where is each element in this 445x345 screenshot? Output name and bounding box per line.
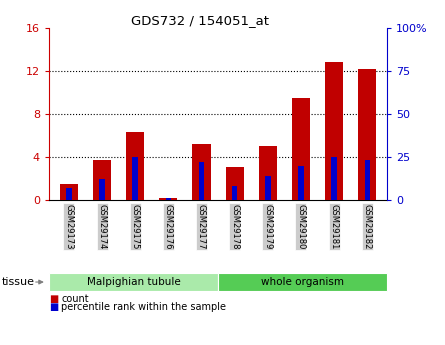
Bar — [60, 184, 78, 200]
Bar — [192, 144, 210, 200]
Bar — [265, 176, 271, 200]
Text: GSM29180: GSM29180 — [296, 204, 305, 249]
Text: GSM29174: GSM29174 — [97, 204, 106, 249]
Bar — [199, 162, 204, 200]
Bar — [126, 132, 144, 200]
Text: GSM29181: GSM29181 — [330, 204, 339, 249]
Bar — [358, 69, 376, 200]
Bar — [298, 166, 303, 200]
Bar — [226, 167, 244, 200]
Bar — [259, 146, 277, 200]
Bar — [292, 98, 310, 200]
Bar — [332, 157, 337, 200]
Text: GSM29173: GSM29173 — [65, 204, 73, 249]
Text: ■: ■ — [49, 295, 58, 304]
Bar — [159, 198, 178, 200]
Text: GSM29177: GSM29177 — [197, 204, 206, 249]
Bar — [49, 274, 218, 290]
Text: Malpighian tubule: Malpighian tubule — [87, 277, 180, 287]
Bar — [218, 274, 387, 290]
Text: count: count — [61, 295, 89, 304]
Text: GSM29179: GSM29179 — [263, 204, 272, 249]
Bar — [232, 186, 237, 200]
Text: GDS732 / 154051_at: GDS732 / 154051_at — [131, 14, 269, 27]
Bar — [166, 198, 171, 200]
Text: ■: ■ — [49, 302, 58, 312]
Text: percentile rank within the sample: percentile rank within the sample — [61, 302, 227, 312]
Bar — [66, 188, 72, 200]
Text: whole organism: whole organism — [261, 277, 344, 287]
Text: GSM29176: GSM29176 — [164, 204, 173, 249]
Text: GSM29182: GSM29182 — [363, 204, 372, 249]
Bar — [99, 179, 105, 200]
Bar — [325, 62, 343, 200]
Text: tissue: tissue — [2, 277, 35, 287]
Bar — [93, 160, 111, 200]
Text: GSM29178: GSM29178 — [230, 204, 239, 249]
Bar — [364, 160, 370, 200]
Bar — [133, 157, 138, 200]
Text: GSM29175: GSM29175 — [131, 204, 140, 249]
